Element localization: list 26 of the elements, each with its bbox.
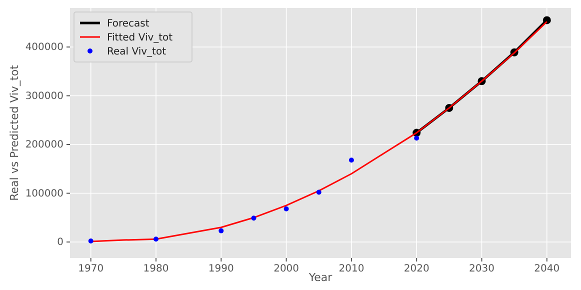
y-tick-label: 100000 — [25, 188, 64, 200]
legend-label: Real Viv_tot — [107, 46, 166, 58]
point — [316, 190, 322, 195]
x-tick-label: 2000 — [274, 264, 300, 275]
x-axis-title: Year — [308, 271, 333, 284]
legend-label: Fitted Viv_tot — [107, 32, 173, 44]
x-tick-label: 2030 — [469, 264, 494, 275]
x-tick-label: 1980 — [143, 264, 169, 275]
y-axis-title: Real vs Predicted Viv_tot — [8, 64, 21, 201]
point — [251, 216, 256, 221]
x-tick-label: 2020 — [404, 264, 430, 275]
legend-label: Forecast — [107, 18, 150, 30]
x-tick-label: 1990 — [208, 264, 234, 275]
x-tick-label: 1970 — [78, 264, 104, 275]
point — [284, 206, 289, 212]
point — [218, 228, 224, 234]
point — [348, 158, 354, 163]
x-tick-label: 2010 — [338, 264, 364, 275]
point — [88, 238, 94, 244]
y-tick-label: 300000 — [25, 90, 64, 102]
x-tick-label: 2040 — [534, 264, 560, 275]
point — [153, 236, 158, 242]
y-tick-label: 400000 — [25, 42, 64, 54]
y-tick-label: 200000 — [25, 140, 64, 151]
point — [414, 136, 420, 141]
y-tick-label: 0 — [57, 237, 64, 248]
